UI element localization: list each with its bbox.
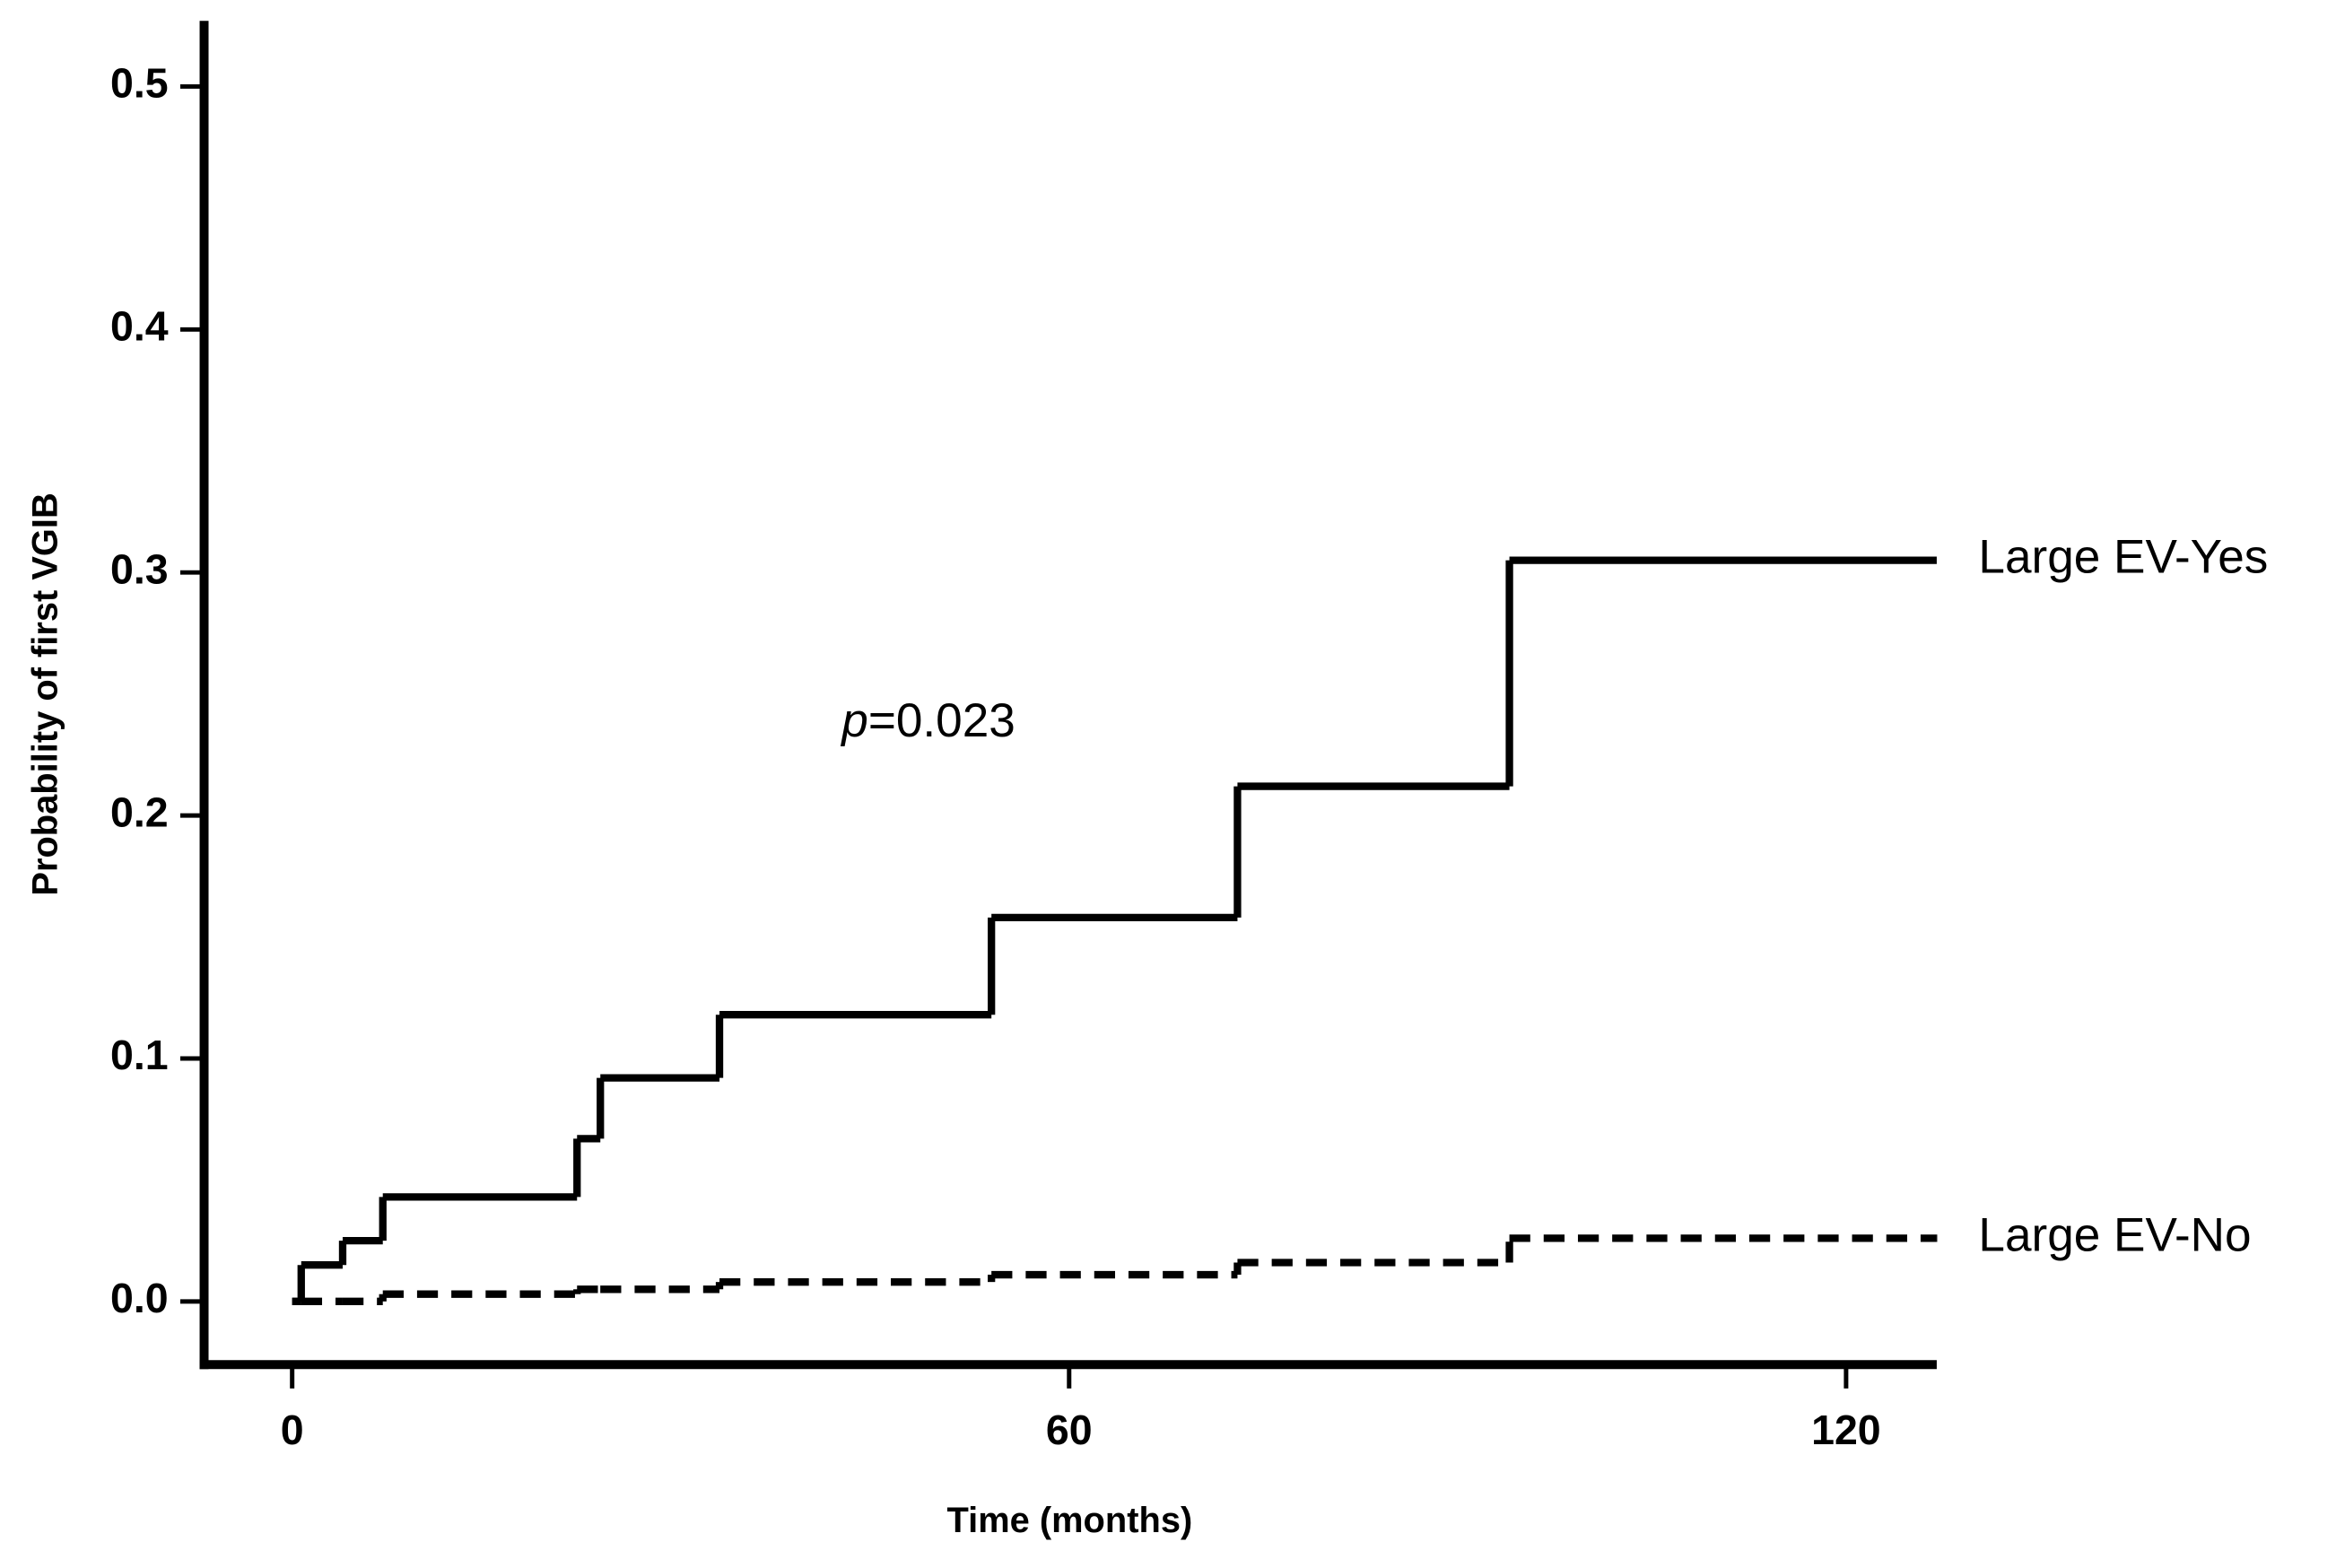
y-tick-label: 0.5 — [110, 60, 169, 107]
x-tick-label: 0 — [281, 1407, 304, 1453]
y-axis-title: Probability of first VGIB — [26, 492, 65, 895]
y-tick-label: 0.0 — [110, 1275, 169, 1321]
y-tick-label: 0.3 — [110, 545, 169, 592]
y-tick-label: 0.2 — [110, 788, 169, 835]
y-tick-label: 0.1 — [110, 1032, 169, 1078]
x-axis-title: Time (months) — [947, 1501, 1193, 1540]
x-tick-label: 60 — [1046, 1407, 1093, 1453]
x-tick-label: 120 — [1811, 1407, 1881, 1453]
y-tick-label: 0.4 — [110, 303, 169, 350]
series-label: Large EV-Yes — [1978, 531, 2268, 584]
series-label: Large EV-No — [1978, 1208, 2251, 1261]
annotation: p=0.023 — [840, 694, 1015, 747]
annotation-italic: p — [840, 694, 868, 747]
annotation-text: =0.023 — [868, 694, 1015, 747]
